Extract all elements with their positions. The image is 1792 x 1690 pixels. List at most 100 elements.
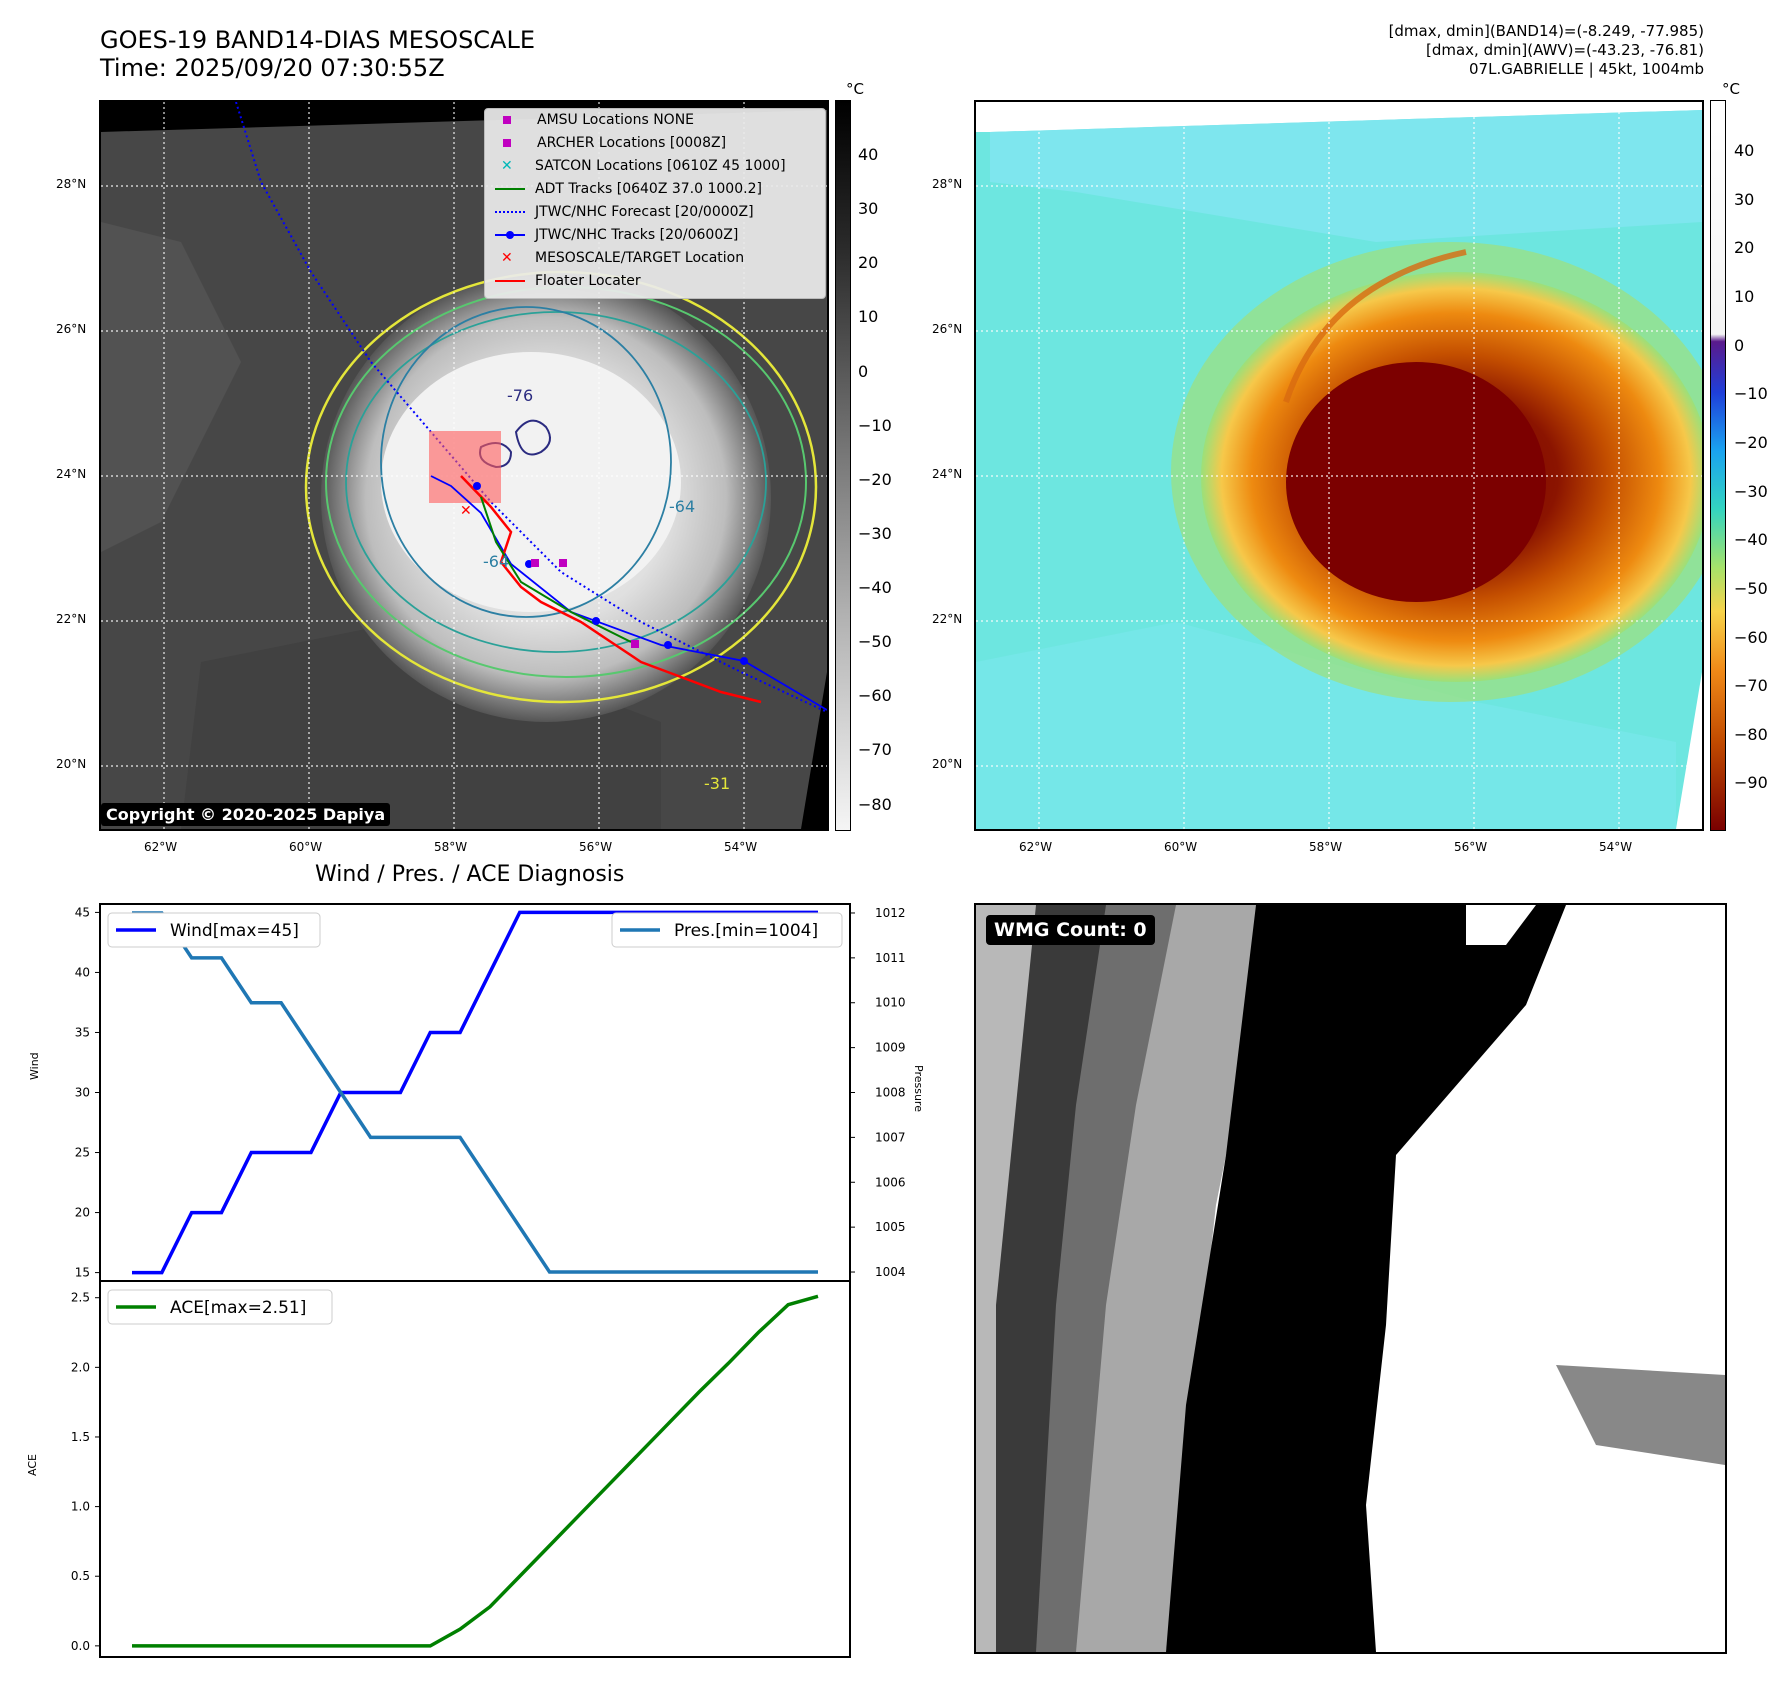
wind-ytick-label: 15 — [75, 1266, 90, 1280]
awv-map-panel — [974, 100, 1704, 831]
lon-label: 62°W — [1019, 840, 1053, 854]
contour-label-2: -64 — [669, 497, 696, 516]
pressure-legend-box — [611, 912, 843, 948]
legend-item-forecast: JTWC/NHC Forecast [20/0000Z] — [495, 204, 754, 220]
colorbar-tick: 20 — [1734, 238, 1755, 257]
band14-map-panel: ✕ -76 -64 -64 -31 AMSU Locations NONE AR… — [99, 100, 829, 831]
legend-item-floater: Floater Locater — [495, 273, 641, 289]
colorbar-tick: −20 — [1734, 433, 1768, 452]
ace-plot-frame — [99, 1280, 851, 1658]
pressure-series-line — [132, 911, 818, 1274]
lat-label: 22°N — [56, 612, 87, 626]
ace-ytick-label: 0.0 — [71, 1639, 90, 1653]
main-title: GOES-19 BAND14-DIAS MESOSCALE Time: 2025… — [100, 26, 535, 82]
pressure-ytick-label: 1011 — [875, 951, 906, 965]
pressure-legend-label: Pres.[min=1004] — [674, 921, 818, 941]
colorbar-tick: −80 — [858, 795, 892, 814]
square-marker-icon — [503, 139, 511, 147]
colorbar-tick: −50 — [858, 632, 892, 651]
legend-item-amsu: AMSU Locations NONE — [495, 112, 694, 128]
lon-label: 56°W — [579, 840, 613, 854]
wind-ytick-label: 30 — [75, 1086, 90, 1100]
wind-ytick-label: 20 — [75, 1206, 90, 1220]
lon-label: 58°W — [434, 840, 468, 854]
diagnosis-title: Wind / Pres. / ACE Diagnosis — [315, 862, 625, 887]
colorbar-tick: 40 — [858, 145, 879, 164]
lat-label: 20°N — [932, 757, 963, 771]
main-title-line1: GOES-19 BAND14-DIAS MESOSCALE — [100, 26, 536, 54]
wind-ytick-label: 25 — [75, 1146, 90, 1160]
lon-label: 62°W — [144, 840, 178, 854]
ace-ytick-label: 1.0 — [71, 1500, 90, 1514]
pressure-ytick-label: 1010 — [875, 996, 906, 1010]
wind-axis-label: Wind — [28, 1052, 41, 1080]
pressure-ytick-label: 1004 — [875, 1265, 906, 1279]
colorbar-tick: 0 — [1734, 336, 1745, 355]
lon-label: 54°W — [724, 840, 758, 854]
right-title-line2: [dmax, dmin](AWV)=(-43.23, -76.81) — [1425, 41, 1704, 59]
colorbar-tick: 10 — [858, 307, 879, 326]
ace-ytick-label: 0.5 — [71, 1569, 90, 1583]
pressure-ytick-label: 1007 — [875, 1130, 906, 1144]
x-marker-icon: ✕ — [501, 250, 513, 266]
colorbar-tick: −80 — [1734, 725, 1768, 744]
line-marker-icon — [495, 280, 525, 282]
right-title: [dmax, dmin](BAND14)=(-8.249, -77.985) [… — [1389, 22, 1704, 79]
colorbar-tick: −60 — [1734, 628, 1768, 647]
square-marker-icon — [503, 116, 511, 124]
lon-label: 54°W — [1599, 840, 1633, 854]
colorbar-tick: 20 — [858, 253, 879, 272]
wind-ytick-label: 45 — [75, 905, 90, 919]
legend: AMSU Locations NONE ARCHER Locations [00… — [484, 108, 826, 299]
lat-label: 28°N — [56, 177, 87, 191]
lon-label: 60°W — [1164, 840, 1198, 854]
right-title-line3: 07L.GABRIELLE | 45kt, 1004mb — [1469, 60, 1704, 78]
colorbar-tick: 0 — [858, 362, 869, 381]
legend-item-satcon: ✕ SATCON Locations [0610Z 45 1000] — [501, 158, 786, 174]
wind-ytick-label: 35 — [75, 1025, 90, 1039]
svg-text:✕: ✕ — [460, 503, 472, 519]
colorbar-tick: −60 — [858, 686, 892, 705]
colorbar-tick: 30 — [858, 199, 879, 218]
wind-series-line — [132, 910, 818, 1275]
pressure-ytick-label: 1006 — [875, 1175, 906, 1189]
lon-label: 56°W — [1454, 840, 1488, 854]
colorbar-tick: −40 — [858, 578, 892, 597]
ace-axis-label: ACE — [26, 1454, 39, 1476]
wmg-image — [976, 905, 1725, 1652]
wmg-count-badge: WMG Count: 0 — [986, 915, 1155, 945]
right-title-line1: [dmax, dmin](BAND14)=(-8.249, -77.985) — [1388, 22, 1704, 40]
ace-series-line — [132, 1294, 819, 1648]
legend-item-adt: ADT Tracks [0640Z 37.0 1000.2] — [495, 181, 762, 197]
wind-legend-label: Wind[max=45] — [170, 921, 299, 941]
colorbar-right — [1710, 100, 1726, 831]
lon-label: 60°W — [289, 840, 323, 854]
lat-label: 26°N — [56, 322, 87, 336]
line-dot-icon — [495, 231, 525, 239]
lat-label: 28°N — [932, 177, 963, 191]
colorbar-tick: −70 — [1734, 676, 1768, 695]
wind-plot-frame — [99, 903, 851, 1282]
pressure-ytick-label: 1008 — [875, 1086, 906, 1100]
ace-ytick-label: 2.0 — [71, 1360, 90, 1374]
line-marker-icon — [495, 188, 525, 190]
colorbar-tick: −90 — [1734, 773, 1768, 792]
ace-ytick-label: 1.5 — [71, 1430, 90, 1444]
colorbar-left — [835, 100, 851, 831]
colorbar-tick: −50 — [1734, 579, 1768, 598]
legend-item-archer: ARCHER Locations [0008Z] — [495, 135, 726, 151]
wind-ytick-label: 40 — [75, 965, 90, 979]
colorbar-tick: −10 — [858, 416, 892, 435]
ace-legend-box — [107, 1289, 333, 1325]
colorbar-right-unit: °C — [1722, 80, 1740, 98]
copyright-badge: Copyright © 2020-2025 Dapiya — [101, 803, 391, 826]
pressure-ytick-label: 1012 — [875, 906, 906, 920]
colorbar-tick: 30 — [1734, 190, 1755, 209]
colorbar-tick: −40 — [1734, 530, 1768, 549]
wmg-panel: WMG Count: 0 — [974, 903, 1727, 1654]
x-marker-icon: ✕ — [501, 158, 513, 174]
main-title-line2: Time: 2025/09/20 07:30:55Z — [100, 54, 445, 82]
lat-label: 24°N — [56, 467, 87, 481]
legend-item-mesoscale: ✕ MESOSCALE/TARGET Location — [501, 250, 745, 266]
